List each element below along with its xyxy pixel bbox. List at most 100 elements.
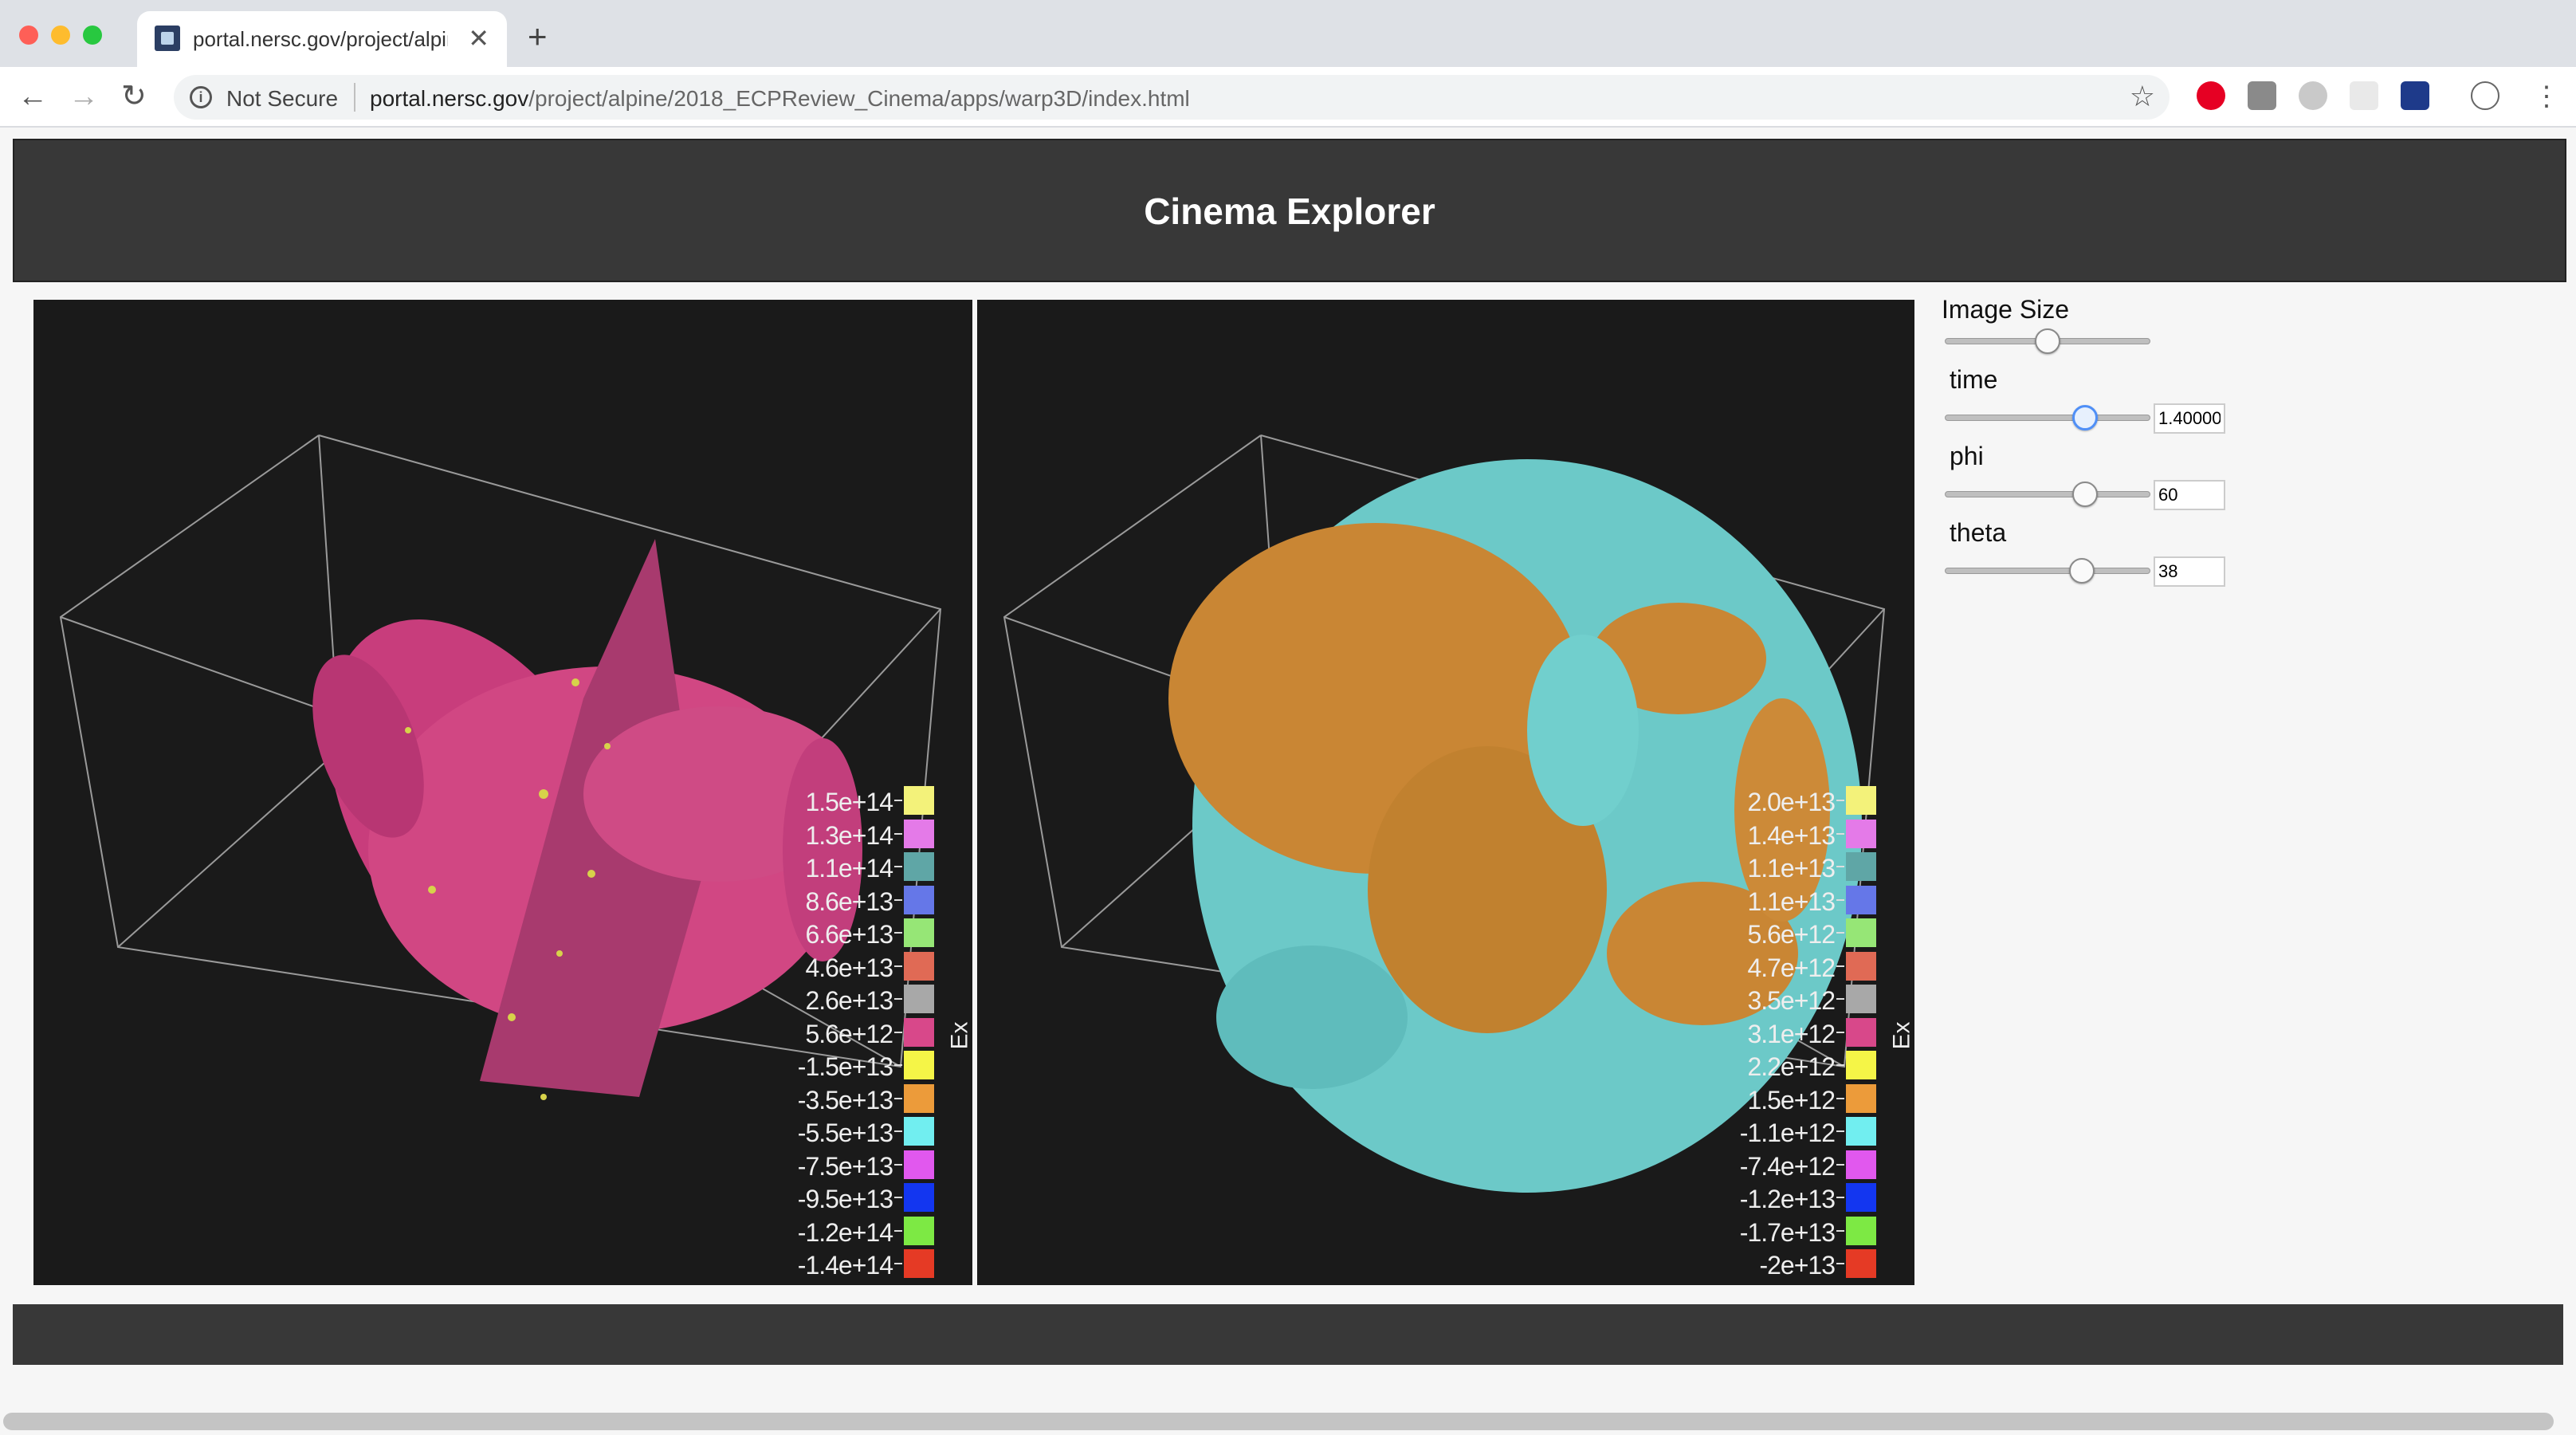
left-legend-swatch: [904, 1017, 934, 1047]
left-legend-entry: -1.5e+13: [695, 1051, 934, 1081]
right-render-view[interactable]: 2.0e+13 1.4e+13 1.1e+13 1.1e+13 5.6e+12 4.7e+…: [977, 300, 1914, 1285]
new-tab-icon[interactable]: +: [528, 18, 548, 55]
right-legend-tick: [1836, 866, 1844, 867]
image-size-label: Image Size: [1942, 295, 2070, 324]
theta-label: theta: [1950, 518, 2007, 547]
url-text[interactable]: portal.nersc.gov/project/alpine/2018_ECP…: [370, 86, 1190, 112]
left-legend-label: -7.5e+13: [797, 1151, 893, 1181]
left-legend-swatch: [904, 1083, 934, 1113]
time-slider[interactable]: [1945, 415, 2150, 421]
bookmark-star-icon[interactable]: ☆: [2129, 80, 2155, 112]
left-legend-entry: 4.6e+13: [695, 951, 934, 982]
circle-extension-icon[interactable]: [2299, 81, 2327, 110]
right-legend-label: -1.7e+13: [1739, 1217, 1836, 1247]
left-legend-tick: [894, 1064, 902, 1066]
browser-tab[interactable]: portal.nersc.gov/project/alpine ✕: [137, 11, 507, 67]
right-legend-swatch: [1846, 1249, 1876, 1278]
security-status: Not Secure: [226, 86, 339, 111]
grid-extension-icon[interactable]: [2350, 81, 2378, 110]
page-footer: [13, 1304, 2563, 1365]
url-path: /project/alpine/2018_ECPReview_Cinema/ap…: [528, 86, 1190, 111]
left-legend-label: -1.2e+14: [797, 1217, 893, 1247]
left-legend-swatch: [904, 1249, 934, 1278]
left-legend-entry: -1.4e+14: [695, 1249, 934, 1280]
right-legend-label: 4.7e+12: [1747, 953, 1836, 982]
right-legend-swatch: [1846, 951, 1876, 981]
right-legend-entry: -1.2e+13: [1637, 1183, 1876, 1213]
right-legend-label: -1.2e+13: [1739, 1185, 1836, 1213]
horizontal-scrollbar[interactable]: [3, 1413, 2554, 1430]
image-size-slider-thumb[interactable]: [2035, 328, 2060, 354]
left-legend-label: 5.6e+12: [805, 1019, 893, 1048]
left-legend-tick: [894, 1130, 902, 1132]
right-legend-entry: -1.1e+12: [1637, 1117, 1876, 1147]
right-legend-entry: 1.5e+12: [1637, 1083, 1876, 1115]
right-legend-swatch: [1846, 1216, 1876, 1245]
left-legend-swatch: [904, 819, 934, 848]
left-legend-tick: [894, 998, 902, 1000]
right-legend-tick: [1836, 1163, 1844, 1166]
phi-value-input[interactable]: [2154, 480, 2225, 510]
menu-dots-icon[interactable]: ⋮: [2533, 81, 2560, 112]
browser-toolbar: ← → ↻ i Not Secure portal.nersc.gov/proj…: [0, 67, 2576, 128]
theta-slider-thumb[interactable]: [2068, 558, 2095, 584]
time-slider-thumb[interactable]: [2072, 405, 2099, 431]
right-legend-swatch: [1846, 819, 1876, 848]
right-legend-tick: [1836, 1197, 1844, 1198]
left-legend-tick: [894, 1263, 902, 1264]
left-legend-entry: -7.5e+13: [695, 1150, 934, 1181]
left-legend-label: -9.5e+13: [797, 1185, 893, 1213]
forward-arrow-icon[interactable]: →: [69, 80, 99, 113]
right-legend-entry: 3.5e+12: [1637, 985, 1876, 1015]
left-legend-swatch: [904, 1183, 934, 1212]
address-bar[interactable]: i Not Secure portal.nersc.gov/project/al…: [174, 75, 2170, 120]
theta-slider[interactable]: [1945, 568, 2150, 574]
left-legend-swatch: [904, 885, 934, 914]
left-render-view[interactable]: 1.5e+14 1.3e+14 1.1e+14 8.6e+13 6.6e+13 4.6e+…: [33, 300, 972, 1285]
right-legend-label: 1.1e+13: [1747, 887, 1836, 916]
left-legend-tick: [894, 832, 902, 835]
right-legend-label: -2e+13: [1759, 1251, 1836, 1280]
right-legend-entry: 2.0e+13: [1637, 786, 1876, 816]
left-legend-swatch: [904, 1150, 934, 1179]
left-legend-entry: 8.6e+13: [695, 885, 934, 916]
site-info-icon[interactable]: i: [190, 86, 212, 108]
left-legend-swatch: [904, 852, 934, 881]
theta-value-input[interactable]: [2154, 556, 2225, 587]
left-legend-label: 6.6e+13: [805, 920, 893, 949]
left-legend-entry: -9.5e+13: [695, 1183, 934, 1213]
left-legend-entry: 1.1e+14: [695, 852, 934, 883]
right-legend-tick: [1836, 1263, 1844, 1264]
reload-icon[interactable]: ↻: [121, 80, 147, 113]
right-legend-label: 2.0e+13: [1747, 788, 1836, 816]
profile-avatar-icon[interactable]: [2471, 81, 2499, 110]
left-legend-axis-title: Ex: [946, 1021, 972, 1050]
back-arrow-icon[interactable]: ←: [18, 80, 48, 113]
browser-tab-bar: portal.nersc.gov/project/alpine ✕ +: [0, 0, 2576, 67]
close-tab-icon[interactable]: ✕: [468, 24, 489, 53]
right-legend-tick: [1836, 1031, 1844, 1033]
time-value-input[interactable]: [2154, 403, 2225, 434]
right-legend-label: 2.2e+12: [1747, 1052, 1836, 1081]
left-legend-tick: [894, 1229, 902, 1232]
left-legend-tick: [894, 898, 902, 901]
left-legend-tick: [894, 932, 902, 934]
stack-extension-icon[interactable]: [2248, 81, 2276, 110]
right-legend-label: -7.4e+12: [1739, 1151, 1836, 1181]
phi-label: phi: [1950, 442, 1984, 470]
phi-slider-thumb[interactable]: [2072, 482, 2099, 507]
left-legend-label: 8.6e+13: [805, 887, 893, 916]
right-legend-entry: 5.6e+12: [1637, 918, 1876, 949]
right-legend-entry: -2e+13: [1637, 1249, 1876, 1280]
right-legend-tick: [1836, 1097, 1844, 1099]
phi-slider[interactable]: [1945, 491, 2150, 497]
right-legend-tick: [1836, 898, 1844, 901]
left-legend-swatch: [904, 786, 934, 815]
close-window-button[interactable]: [19, 26, 38, 45]
minimize-window-button[interactable]: [51, 26, 70, 45]
chart-extension-icon[interactable]: [2401, 81, 2429, 110]
zoom-window-button[interactable]: [83, 26, 102, 45]
right-legend-axis-title: Ex: [1888, 1021, 1914, 1050]
pinterest-extension-icon[interactable]: [2197, 81, 2225, 110]
right-legend-entry: 1.1e+13: [1637, 885, 1876, 916]
